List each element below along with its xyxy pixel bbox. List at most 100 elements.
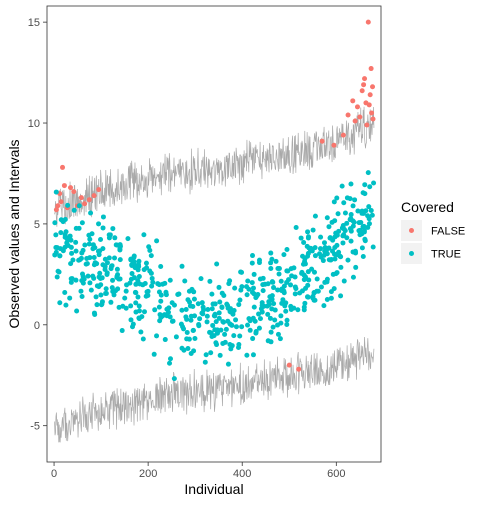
data-point <box>197 316 203 322</box>
data-point <box>110 226 116 232</box>
data-point <box>76 203 82 209</box>
data-point <box>344 235 350 241</box>
data-point <box>227 278 233 284</box>
data-point <box>73 239 79 245</box>
data-point <box>341 226 347 232</box>
data-point <box>331 199 337 205</box>
data-point <box>90 242 96 248</box>
data-point <box>136 274 142 280</box>
data-point <box>60 219 66 225</box>
data-point <box>154 333 160 339</box>
data-point <box>265 311 271 317</box>
data-point <box>117 247 123 253</box>
data-point <box>157 312 163 318</box>
data-point <box>216 310 222 316</box>
data-point <box>128 317 134 323</box>
data-point <box>321 252 327 258</box>
data-point <box>269 306 275 312</box>
data-point <box>292 284 298 290</box>
data-point <box>207 278 213 284</box>
data-point <box>179 263 185 269</box>
data-point <box>341 278 347 284</box>
data-point <box>150 279 156 285</box>
data-point <box>191 296 197 302</box>
data-point <box>53 244 59 250</box>
data-point <box>271 301 277 307</box>
data-point <box>90 246 96 252</box>
data-point <box>212 313 218 319</box>
data-point <box>62 232 68 238</box>
data-point <box>163 292 169 298</box>
data-point <box>369 212 375 218</box>
data-point <box>232 285 238 291</box>
data-point <box>96 252 102 258</box>
data-point <box>154 238 160 244</box>
data-point <box>167 277 173 283</box>
data-point <box>356 220 362 226</box>
data-point <box>91 262 97 268</box>
data-point <box>256 325 262 331</box>
data-point <box>284 322 290 328</box>
data-point <box>209 291 215 297</box>
data-point <box>301 239 307 245</box>
data-point <box>100 214 106 220</box>
data-point <box>334 252 340 258</box>
x-tick-label: 600 <box>327 468 345 480</box>
data-point <box>340 223 346 229</box>
data-point <box>55 203 61 209</box>
data-point <box>53 189 59 195</box>
data-point <box>169 300 175 306</box>
data-point <box>164 306 170 312</box>
data-point <box>129 262 135 268</box>
data-point <box>119 328 125 334</box>
data-point <box>63 302 69 308</box>
data-point <box>52 252 58 258</box>
data-point <box>250 336 256 342</box>
data-point <box>131 275 137 281</box>
data-point <box>94 283 100 289</box>
series-false <box>53 19 376 372</box>
data-point <box>321 303 327 309</box>
data-point <box>269 297 275 303</box>
data-point <box>338 293 344 299</box>
data-point <box>97 270 103 276</box>
data-point <box>151 351 157 357</box>
data-point <box>265 338 271 344</box>
data-point <box>156 304 162 310</box>
data-point <box>68 279 74 285</box>
data-point <box>71 189 77 195</box>
data-point <box>315 288 321 294</box>
data-point <box>361 223 367 229</box>
data-point <box>357 114 363 120</box>
data-point <box>338 264 344 270</box>
data-point <box>305 229 311 235</box>
data-point <box>184 330 190 335</box>
data-point <box>87 236 93 242</box>
y-tick-label: -5 <box>30 421 40 433</box>
data-point <box>68 244 74 250</box>
data-point <box>203 352 209 358</box>
data-point <box>184 316 190 322</box>
data-point <box>136 258 142 264</box>
data-point <box>149 275 155 281</box>
data-point <box>135 267 141 273</box>
data-point <box>366 216 372 222</box>
data-point <box>155 281 161 287</box>
data-point <box>348 226 354 232</box>
data-point <box>268 329 274 335</box>
data-point <box>173 334 179 340</box>
data-point <box>352 197 358 203</box>
data-point <box>104 260 110 266</box>
data-point <box>207 329 213 335</box>
data-point <box>260 275 266 281</box>
data-point <box>366 221 372 227</box>
data-point <box>354 104 360 110</box>
data-point <box>269 256 275 262</box>
data-point <box>328 295 334 301</box>
data-point <box>305 294 311 300</box>
data-point <box>89 231 95 237</box>
data-point <box>312 253 318 259</box>
data-point <box>278 278 284 284</box>
legend: Covered FALSE TRUE <box>401 199 465 264</box>
